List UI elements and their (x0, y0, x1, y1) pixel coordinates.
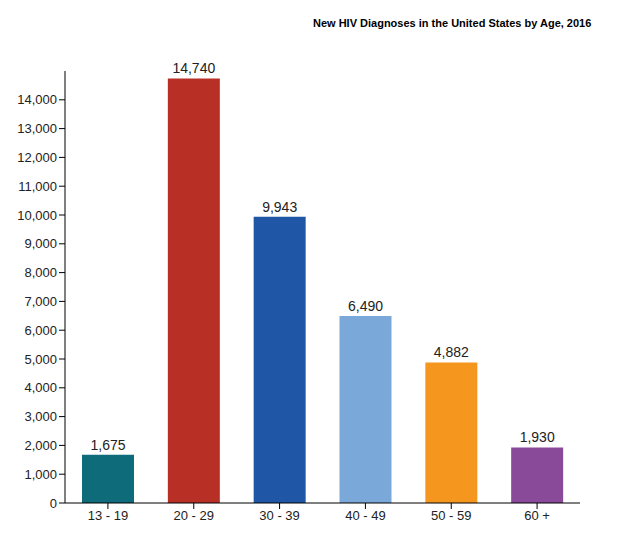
html-text:New HIV Diagnoses in the Unite: New HIV Diagnoses in the United States b… (313, 17, 592, 29)
svg-text:6,000: 6,000 (24, 323, 57, 338)
svg-text:9,000: 9,000 (24, 236, 57, 251)
svg-text:20 - 29: 20 - 29 (174, 508, 214, 523)
svg-text:14,000: 14,000 (17, 92, 57, 107)
svg-text:4,000: 4,000 (24, 380, 57, 395)
svg-text:4,882: 4,882 (434, 344, 469, 360)
svg-text:40 - 49: 40 - 49 (345, 508, 385, 523)
svg-text:13,000: 13,000 (17, 121, 57, 136)
svg-text:30 - 39: 30 - 39 (259, 508, 299, 523)
svg-text:7,000: 7,000 (24, 294, 57, 309)
svg-text:1,930: 1,930 (520, 429, 555, 445)
svg-text:13 - 19: 13 - 19 (88, 508, 128, 523)
svg-text:50 - 59: 50 - 59 (431, 508, 471, 523)
svg-text:8,000: 8,000 (24, 265, 57, 280)
svg-text:5,000: 5,000 (24, 352, 57, 367)
svg-text:2,000: 2,000 (24, 438, 57, 453)
svg-text:1,675: 1,675 (90, 437, 125, 453)
svg-text:6,490: 6,490 (348, 298, 383, 314)
svg-text:10,000: 10,000 (17, 208, 57, 223)
svg-text:9,943: 9,943 (262, 199, 297, 215)
svg-text:0: 0 (50, 496, 57, 511)
svg-text:14,740: 14,740 (172, 60, 215, 76)
svg-text:60 +: 60 + (524, 508, 550, 523)
svg-text:1,000: 1,000 (24, 467, 57, 482)
svg-text:12,000: 12,000 (17, 150, 57, 165)
svg-text:11,000: 11,000 (18, 179, 57, 194)
svg-text:3,000: 3,000 (24, 409, 57, 424)
